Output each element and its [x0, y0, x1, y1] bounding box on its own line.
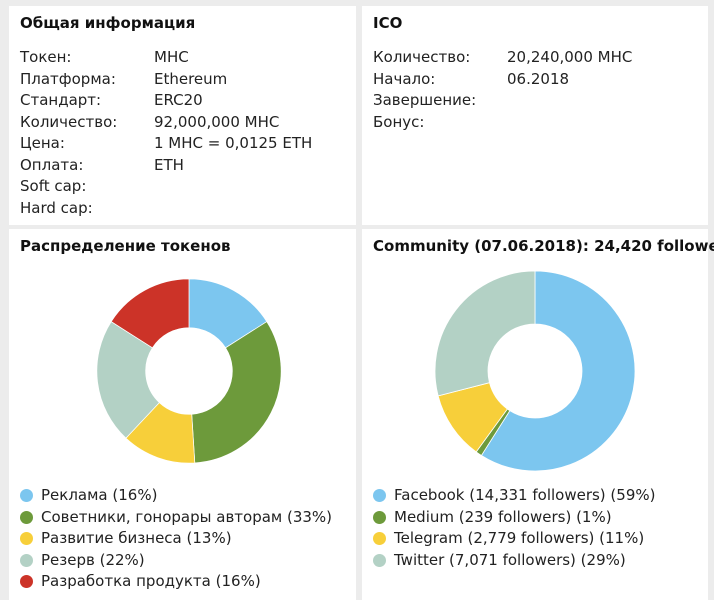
legend-dot-icon	[20, 532, 33, 546]
legend-label: Разработка продукта (16%)	[41, 572, 261, 590]
community-card: Community (07.06.2018): 24,420 followers…	[362, 229, 714, 600]
legend-item: Реклама (16%)	[20, 485, 332, 507]
legend-label: Telegram (2,779 followers) (11%)	[394, 529, 645, 547]
info-label: Количество:	[20, 112, 118, 131]
info-value: ETH	[154, 155, 184, 174]
info-label: Завершение:	[373, 91, 477, 109]
donut-slice-facebook	[480, 270, 636, 472]
card-title: Community (07.06.2018): 24,420 followers	[373, 237, 714, 255]
info-label: Стандарт:	[20, 91, 102, 109]
token-distribution-donut-chart	[96, 278, 282, 464]
info-value: 92,000,000 MHC	[154, 112, 280, 131]
info-label: Начало:	[373, 69, 436, 88]
card-title: ICO	[373, 14, 403, 32]
legend-dot-icon	[20, 575, 33, 589]
legend-item: Разработка продукта (16%)	[20, 571, 332, 593]
legend-label: Medium (239 followers) (1%)	[394, 507, 612, 526]
community-donut-chart	[434, 270, 636, 472]
info-value: MHC	[154, 48, 189, 66]
info-label: Цена:	[20, 134, 65, 152]
info-label: Платформа:	[20, 69, 116, 88]
legend-dot-icon	[373, 489, 386, 503]
info-label: Бонус:	[373, 112, 425, 131]
general-info-card: Общая информация Токен: MHC Платформа: Eth…	[9, 6, 356, 225]
legend-label: Развитие бизнеса (13%)	[41, 529, 232, 547]
donut-slice-разработка-продукта	[110, 278, 190, 349]
legend-dot-icon	[20, 510, 33, 524]
legend-label: Советники, гонорары авторам (33%)	[41, 507, 333, 526]
info-label: Оплата:	[20, 155, 84, 174]
info-value: 1 MHC = 0,0125 ETH	[154, 134, 313, 152]
token-distribution-legend: Реклама (16%) Советники, гонорары автора…	[20, 485, 332, 593]
legend-item: Развитие бизнеса (13%)	[20, 528, 332, 550]
legend-item: Facebook (14,331 followers) (59%)	[373, 485, 655, 507]
info-value: 20,240,000 MHC	[507, 48, 633, 66]
legend-label: Facebook (14,331 followers) (59%)	[394, 486, 656, 504]
community-legend: Facebook (14,331 followers) (59%) Medium…	[373, 485, 655, 571]
donut-slice-twitter	[434, 270, 536, 397]
donut-slice-советники-гонорары-авторам	[191, 321, 282, 464]
info-value: ERC20	[154, 91, 203, 109]
legend-dot-icon	[20, 553, 33, 567]
info-label: Токен:	[20, 48, 72, 66]
info-label: Hard cap:	[20, 198, 93, 217]
legend-item: Twitter (7,071 followers) (29%)	[373, 550, 655, 572]
card-title: Распределение токенов	[20, 237, 231, 255]
token-distribution-card: Распределение токенов Реклама (16%) Сове…	[9, 229, 356, 600]
info-label: Soft cap:	[20, 177, 87, 195]
legend-item: Telegram (2,779 followers) (11%)	[373, 528, 655, 550]
legend-label: Реклама (16%)	[41, 486, 158, 504]
legend-dot-icon	[373, 510, 386, 524]
legend-item: Medium (239 followers) (1%)	[373, 507, 655, 529]
legend-label: Twitter (7,071 followers) (29%)	[394, 550, 626, 569]
legend-item: Советники, гонорары авторам (33%)	[20, 507, 332, 529]
legend-label: Резерв (22%)	[41, 550, 145, 569]
legend-item: Резерв (22%)	[20, 550, 332, 572]
legend-dot-icon	[20, 489, 33, 503]
donut-slice-резерв	[96, 321, 160, 439]
legend-dot-icon	[373, 553, 386, 567]
legend-dot-icon	[373, 532, 386, 546]
info-value: Ethereum	[154, 69, 228, 88]
card-title: Общая информация	[20, 14, 196, 32]
info-value: 06.2018	[507, 69, 570, 88]
info-label: Количество:	[373, 48, 471, 66]
ico-card: ICO Количество: 20,240,000 MHC Начало: 06.…	[362, 6, 708, 225]
